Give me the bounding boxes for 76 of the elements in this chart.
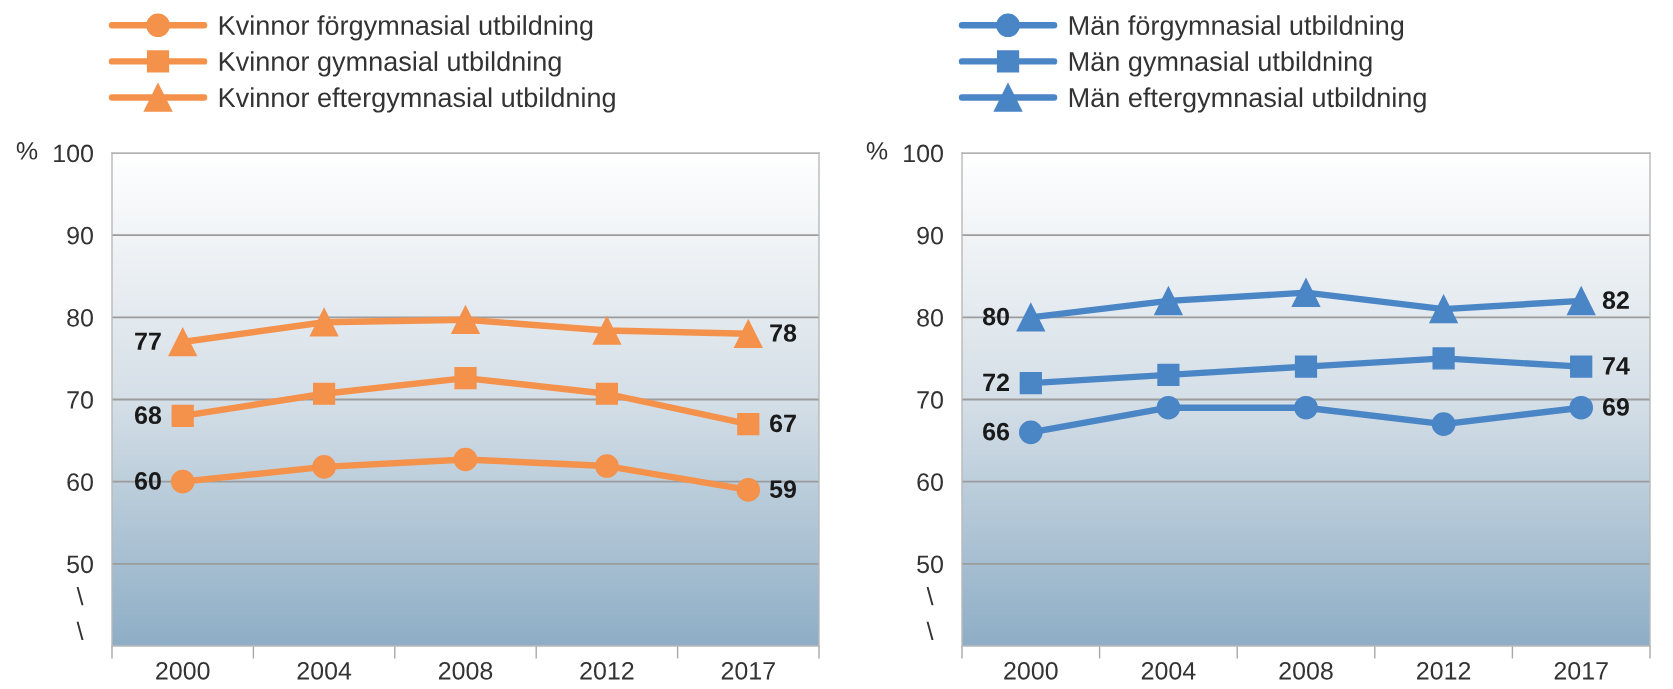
y-tick-label: 100	[54, 144, 93, 163]
y-tick-label: 70	[67, 391, 93, 409]
point	[312, 455, 336, 479]
point	[1018, 420, 1043, 445]
legend-label: Kvinnor förgymnasial utbildning	[219, 15, 593, 41]
point	[595, 382, 619, 405]
point	[171, 404, 194, 428]
point	[1570, 355, 1593, 378]
x-tick-label: 2000	[156, 661, 210, 680]
point	[595, 454, 619, 478]
y-axis-title: %	[866, 142, 888, 160]
point	[737, 413, 760, 436]
y-tick-label: 100	[904, 144, 943, 163]
text: \	[926, 621, 934, 640]
data-label: 67	[770, 414, 796, 433]
x-tick-label: 2004	[297, 661, 352, 680]
data-label: 68	[134, 406, 162, 425]
point	[1291, 278, 1321, 307]
point	[1019, 371, 1042, 395]
point	[1157, 363, 1180, 386]
y-tick-label: 90	[67, 226, 93, 245]
point	[1431, 412, 1456, 436]
point	[454, 367, 477, 390]
y-tick-label: 90	[917, 226, 943, 245]
data-label: 80	[982, 307, 1009, 326]
y-tick-label: 60	[917, 473, 943, 491]
y-axis-title: %	[16, 142, 38, 160]
data-label: 82	[1602, 291, 1629, 309]
x-tick-label: 2000	[1004, 661, 1058, 680]
data-label: 78	[770, 324, 797, 342]
point	[1432, 347, 1455, 370]
data-label: 77	[135, 332, 161, 350]
legend-label: Män förgymnasial utbildning	[1069, 15, 1404, 41]
data-label: 69	[1602, 398, 1629, 416]
point	[168, 327, 197, 357]
point	[1569, 395, 1594, 420]
y-tick-label: 80	[67, 308, 93, 327]
point	[170, 469, 195, 494]
data-label: 60	[134, 472, 161, 490]
point	[1429, 294, 1458, 324]
point	[1566, 286, 1596, 316]
data-label: 59	[769, 480, 797, 498]
point	[1154, 286, 1183, 316]
data-label: 72	[983, 373, 1009, 391]
point	[1294, 395, 1318, 420]
point	[451, 305, 480, 335]
point	[1156, 395, 1181, 420]
x-tick-label: 2017	[721, 661, 775, 680]
data-label: 74	[1603, 357, 1630, 375]
y-tick-label: 70	[917, 391, 943, 409]
x-tick-label: 2004	[1141, 661, 1196, 680]
point	[1016, 303, 1046, 332]
x-tick-label: 2012	[1417, 661, 1471, 680]
text: \	[76, 586, 84, 606]
point	[736, 478, 761, 502]
point	[734, 319, 763, 349]
legend-label: Kvinnor gymnasial utbildning	[219, 51, 561, 77]
point	[1294, 355, 1318, 378]
legend-label: Kvinnor eftergymnasial utbildning	[219, 87, 615, 113]
legend-label: Män gymnasial utbildning	[1069, 51, 1372, 77]
text: \	[76, 621, 84, 640]
x-tick-label: 2008	[1279, 661, 1333, 680]
y-tick-label: 50	[67, 555, 93, 574]
y-tick-label: 80	[917, 308, 943, 327]
point	[309, 308, 339, 337]
x-tick-label: 2012	[580, 661, 634, 680]
point	[592, 316, 622, 345]
point	[453, 447, 478, 472]
y-tick-label: 50	[917, 555, 943, 574]
legend-label: Män eftergymnasial utbildning	[1069, 87, 1426, 113]
data-label: 66	[983, 422, 1010, 441]
text: \	[926, 586, 934, 606]
x-tick-label: 2017	[1554, 661, 1608, 680]
y-tick-label: 60	[67, 473, 93, 491]
x-tick-label: 2008	[438, 661, 493, 680]
point	[312, 382, 336, 405]
